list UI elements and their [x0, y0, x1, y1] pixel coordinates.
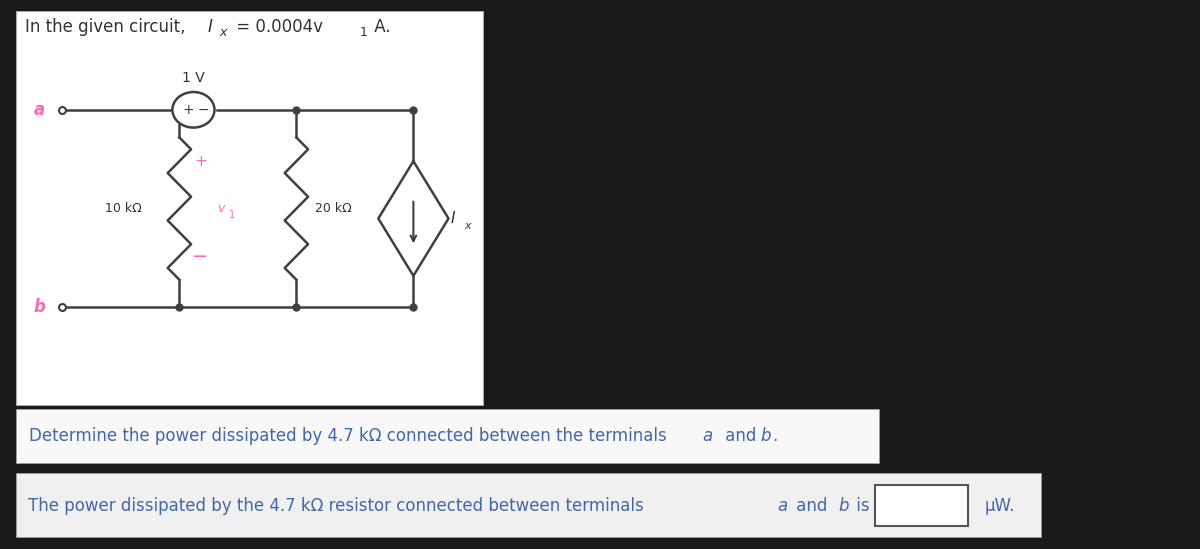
Text: b: b: [839, 497, 848, 514]
Polygon shape: [378, 161, 449, 276]
Text: The power dissipated by the 4.7 kΩ resistor connected between terminals: The power dissipated by the 4.7 kΩ resis…: [28, 497, 649, 514]
Text: I: I: [208, 19, 212, 36]
Text: and: and: [720, 428, 761, 445]
Text: and: and: [791, 497, 833, 514]
Text: A.: A.: [368, 19, 390, 36]
Text: +: +: [194, 154, 206, 169]
FancyBboxPatch shape: [16, 473, 1042, 538]
Text: a: a: [34, 101, 44, 119]
Text: I: I: [451, 211, 455, 226]
Text: μW.: μW.: [984, 497, 1014, 514]
Text: b: b: [761, 428, 770, 445]
Text: x: x: [464, 221, 470, 232]
Text: a: a: [702, 428, 713, 445]
Text: x: x: [220, 26, 227, 39]
FancyBboxPatch shape: [16, 11, 484, 406]
Text: .: .: [773, 428, 778, 445]
Text: In the given circuit,: In the given circuit,: [25, 19, 191, 36]
Text: 1 V: 1 V: [182, 71, 205, 85]
Text: = 0.0004v: = 0.0004v: [230, 19, 323, 36]
Text: 1: 1: [360, 26, 367, 39]
Text: 10 kΩ: 10 kΩ: [104, 202, 142, 215]
Circle shape: [173, 92, 215, 127]
Text: −: −: [192, 247, 209, 266]
Text: 1: 1: [228, 210, 235, 220]
Text: +: +: [182, 103, 194, 117]
Text: a: a: [776, 497, 787, 514]
Text: v: v: [217, 202, 224, 215]
Text: Determine the power dissipated by 4.7 kΩ connected between the terminals: Determine the power dissipated by 4.7 kΩ…: [29, 428, 672, 445]
Text: 20 kΩ: 20 kΩ: [316, 202, 353, 215]
Text: is: is: [851, 497, 869, 514]
FancyBboxPatch shape: [875, 485, 967, 526]
FancyBboxPatch shape: [16, 409, 880, 464]
Text: b: b: [34, 299, 44, 316]
Text: −: −: [198, 103, 210, 117]
